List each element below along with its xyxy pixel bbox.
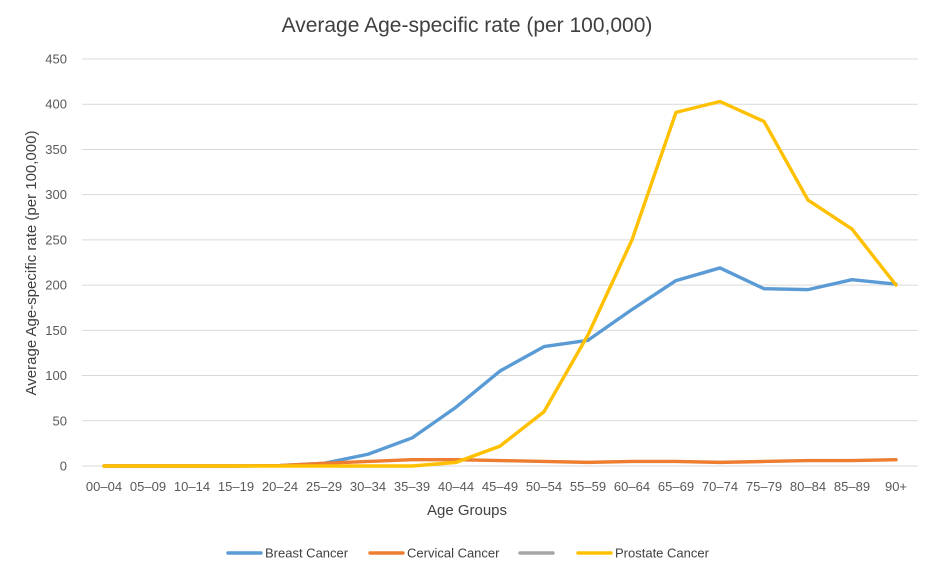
series-lines [102, 99, 898, 468]
y-axis-ticks: 0 50 100 150 200 250 300 350 400 450 [45, 52, 67, 474]
y-axis-title: Average Age-specific rate (per 100,000) [23, 131, 40, 396]
chart-title: Average Age-specific rate (per 100,000) [282, 14, 653, 37]
y-tick-label: 450 [45, 52, 67, 67]
x-tick-label: 75–79 [746, 479, 782, 494]
x-tick-label: 85–89 [834, 479, 870, 494]
x-tick-label: 80–84 [790, 479, 826, 494]
x-tick-label: 90+ [885, 479, 907, 494]
x-tick-label: 55–59 [570, 479, 606, 494]
legend-label: Breast Cancer [265, 546, 349, 561]
x-tick-label: 45–49 [482, 479, 518, 494]
y-tick-label: 200 [45, 278, 67, 293]
x-axis-ticks: 00–04 05–09 10–14 15–19 20–24 25–29 30–34 35–39… [86, 479, 907, 494]
legend-label: Prostate Cancer [615, 546, 710, 561]
x-tick-label: 25–29 [306, 479, 342, 494]
y-tick-label: 150 [45, 323, 67, 338]
gridlines [82, 58, 918, 467]
y-tick-label: 350 [45, 142, 67, 157]
legend: Breast Cancer Cervical Cancer Prostate Can… [226, 546, 710, 561]
legend-label: Cervical Cancer [407, 546, 500, 561]
x-tick-label: 05–09 [130, 479, 166, 494]
x-tick-label: 70–74 [702, 479, 738, 494]
y-tick-label: 250 [45, 232, 67, 247]
x-tick-label: 20–24 [262, 479, 298, 494]
x-tick-label: 00–04 [86, 479, 122, 494]
y-tick-label: 0 [60, 459, 67, 474]
x-tick-label: 50–54 [526, 479, 562, 494]
x-axis-title: Age Groups [427, 502, 507, 519]
y-tick-label: 100 [45, 368, 67, 383]
x-tick-label: 15–19 [218, 479, 254, 494]
series-line-breast-cancer [102, 266, 898, 468]
y-tick-label: 50 [53, 413, 67, 428]
x-tick-label: 30–34 [350, 479, 386, 494]
y-tick-label: 400 [45, 97, 67, 112]
x-tick-label: 10–14 [174, 479, 210, 494]
x-tick-label: 40–44 [438, 479, 474, 494]
x-tick-label: 35–39 [394, 479, 430, 494]
x-tick-label: 65–69 [658, 479, 694, 494]
x-tick-label: 60–64 [614, 479, 650, 494]
series-line-prostate-cancer [102, 99, 898, 468]
y-tick-label: 300 [45, 187, 67, 202]
